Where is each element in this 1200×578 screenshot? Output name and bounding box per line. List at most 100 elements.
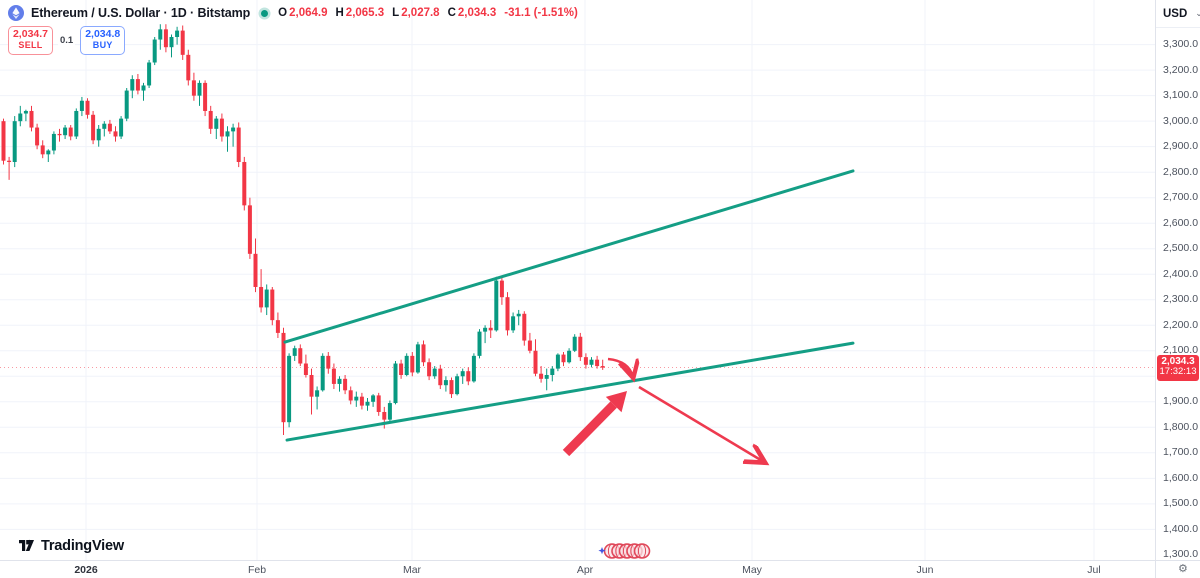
- thick-breakout-arrow: [562, 401, 617, 457]
- candle: [303, 363, 308, 375]
- candle: [85, 100, 90, 115]
- chart-pane[interactable]: Ethereum / U.S. Dollar · 1D · Bitstamp O…: [0, 0, 1155, 560]
- price-tick-label: 2,800.0: [1163, 165, 1199, 178]
- candle: [236, 127, 241, 162]
- candle: [415, 344, 420, 373]
- candle: [141, 85, 146, 91]
- last-price-value: 2,034.3: [1161, 355, 1195, 367]
- change-value: -31.1 (-1.51%): [504, 7, 578, 19]
- candle: [348, 390, 353, 401]
- candle: [488, 327, 493, 331]
- candle: [432, 368, 437, 377]
- candle: [527, 340, 532, 351]
- candle: [12, 121, 17, 162]
- open-label: O: [278, 7, 288, 19]
- sell-button[interactable]: 2,034.7 SELL: [8, 26, 53, 55]
- symbol-title[interactable]: Ethereum / U.S. Dollar · 1D · Bitstamp: [31, 6, 251, 20]
- candle: [359, 396, 364, 406]
- candle: [292, 348, 297, 356]
- candle: [91, 114, 96, 141]
- candle: [337, 378, 342, 384]
- price-tick-label: 2,700.0: [1163, 191, 1199, 204]
- price-tick-label: 2,200.0: [1163, 318, 1199, 331]
- close-label: C: [447, 7, 456, 19]
- candle: [180, 30, 185, 55]
- candle: [477, 331, 482, 356]
- time-axis[interactable]: 2026 Feb Mar Apr May Jun Jul: [0, 560, 1155, 578]
- candle: [46, 150, 51, 155]
- candle: [113, 131, 118, 137]
- candle: [550, 368, 555, 375]
- candle: [365, 401, 370, 406]
- candle: [516, 313, 521, 317]
- price-tick-label: 1,900.0: [1163, 395, 1199, 408]
- time-tick-label: Jun: [916, 564, 934, 576]
- candle: [511, 316, 516, 331]
- bar-countdown: 17:32:13: [1159, 366, 1197, 378]
- candle: [225, 131, 230, 137]
- candle: [79, 100, 84, 111]
- candle: [40, 145, 45, 155]
- candle: [208, 110, 213, 129]
- candle: [483, 327, 488, 332]
- candle: [331, 368, 336, 384]
- candle: [135, 79, 140, 91]
- candle: [270, 289, 275, 321]
- candle: [466, 371, 471, 382]
- candle: [382, 411, 387, 420]
- timeline-marker-cluster: [637, 543, 647, 559]
- close-value: 2,034.3: [457, 7, 497, 19]
- candle: [74, 110, 79, 137]
- candle: [247, 205, 252, 254]
- candle: [572, 336, 577, 351]
- price-tick-label: 2,300.0: [1163, 293, 1199, 306]
- price-axis[interactable]: USD ⌄ 3,300.0 3,200.0 3,100.0 3,000.0 2,900.…: [1155, 0, 1200, 560]
- price-tick-label: 1,700.0: [1163, 446, 1199, 459]
- time-tick-label: 2026: [74, 564, 98, 576]
- candle: [264, 289, 269, 308]
- candle: [494, 280, 499, 331]
- candle: [421, 344, 426, 363]
- price-tick-label: 3,000.0: [1163, 114, 1199, 127]
- hook-breakdown-arrow: [607, 357, 633, 377]
- market-status-dot[interactable]: [261, 9, 269, 17]
- tradingview-logo-icon: [19, 539, 34, 551]
- candle: [410, 355, 415, 373]
- candle: [567, 350, 572, 363]
- price-tick-label: 2,900.0: [1163, 140, 1199, 153]
- candle: [583, 357, 588, 365]
- candle: [471, 355, 476, 382]
- candle: [107, 123, 112, 132]
- candle: [281, 332, 286, 423]
- timeline-marker-cluster: [633, 543, 651, 559]
- candle: [130, 79, 135, 91]
- price-tick-label: 1,500.0: [1163, 497, 1199, 510]
- candle: [449, 380, 454, 395]
- candle: [499, 280, 504, 298]
- time-tick-label: Feb: [247, 564, 267, 576]
- projection-arrow: [638, 385, 764, 462]
- candle: [68, 127, 73, 137]
- time-tick-label: Jul: [1087, 564, 1101, 576]
- candle: [158, 29, 163, 40]
- currency-label: USD: [1163, 7, 1188, 20]
- currency-selector[interactable]: USD ⌄: [1156, 0, 1200, 28]
- time-tick-label: Apr: [576, 564, 594, 576]
- candle: [231, 127, 236, 132]
- candle: [214, 118, 219, 129]
- candle: [63, 127, 68, 136]
- candle: [533, 350, 538, 374]
- candle: [242, 161, 247, 206]
- price-tick-label: 1,400.0: [1163, 522, 1199, 535]
- buy-price: 2,034.8: [85, 28, 121, 40]
- candle: [147, 62, 152, 86]
- settings-gear-icon[interactable]: ⚙: [1178, 563, 1188, 575]
- time-tick-label: May: [742, 564, 762, 576]
- candle: [443, 380, 448, 386]
- chevron-down-icon: ⌄: [1195, 7, 1200, 18]
- candle: [427, 362, 432, 377]
- candle: [371, 395, 376, 402]
- buy-button[interactable]: 2,034.8 BUY: [80, 26, 126, 55]
- candle: [197, 82, 202, 96]
